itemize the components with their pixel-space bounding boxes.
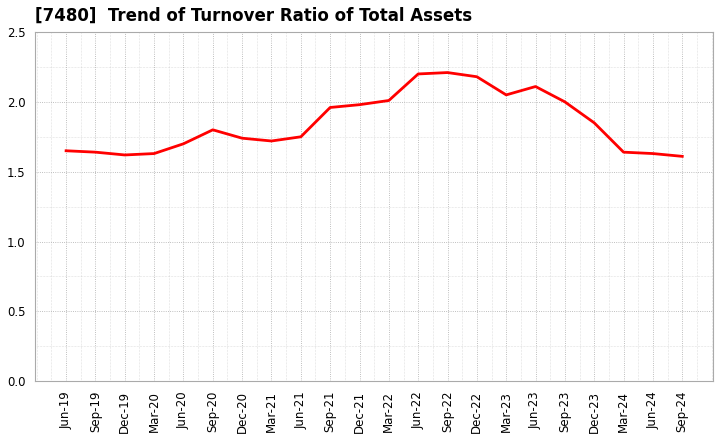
Text: [7480]  Trend of Turnover Ratio of Total Assets: [7480] Trend of Turnover Ratio of Total … — [35, 7, 472, 25]
